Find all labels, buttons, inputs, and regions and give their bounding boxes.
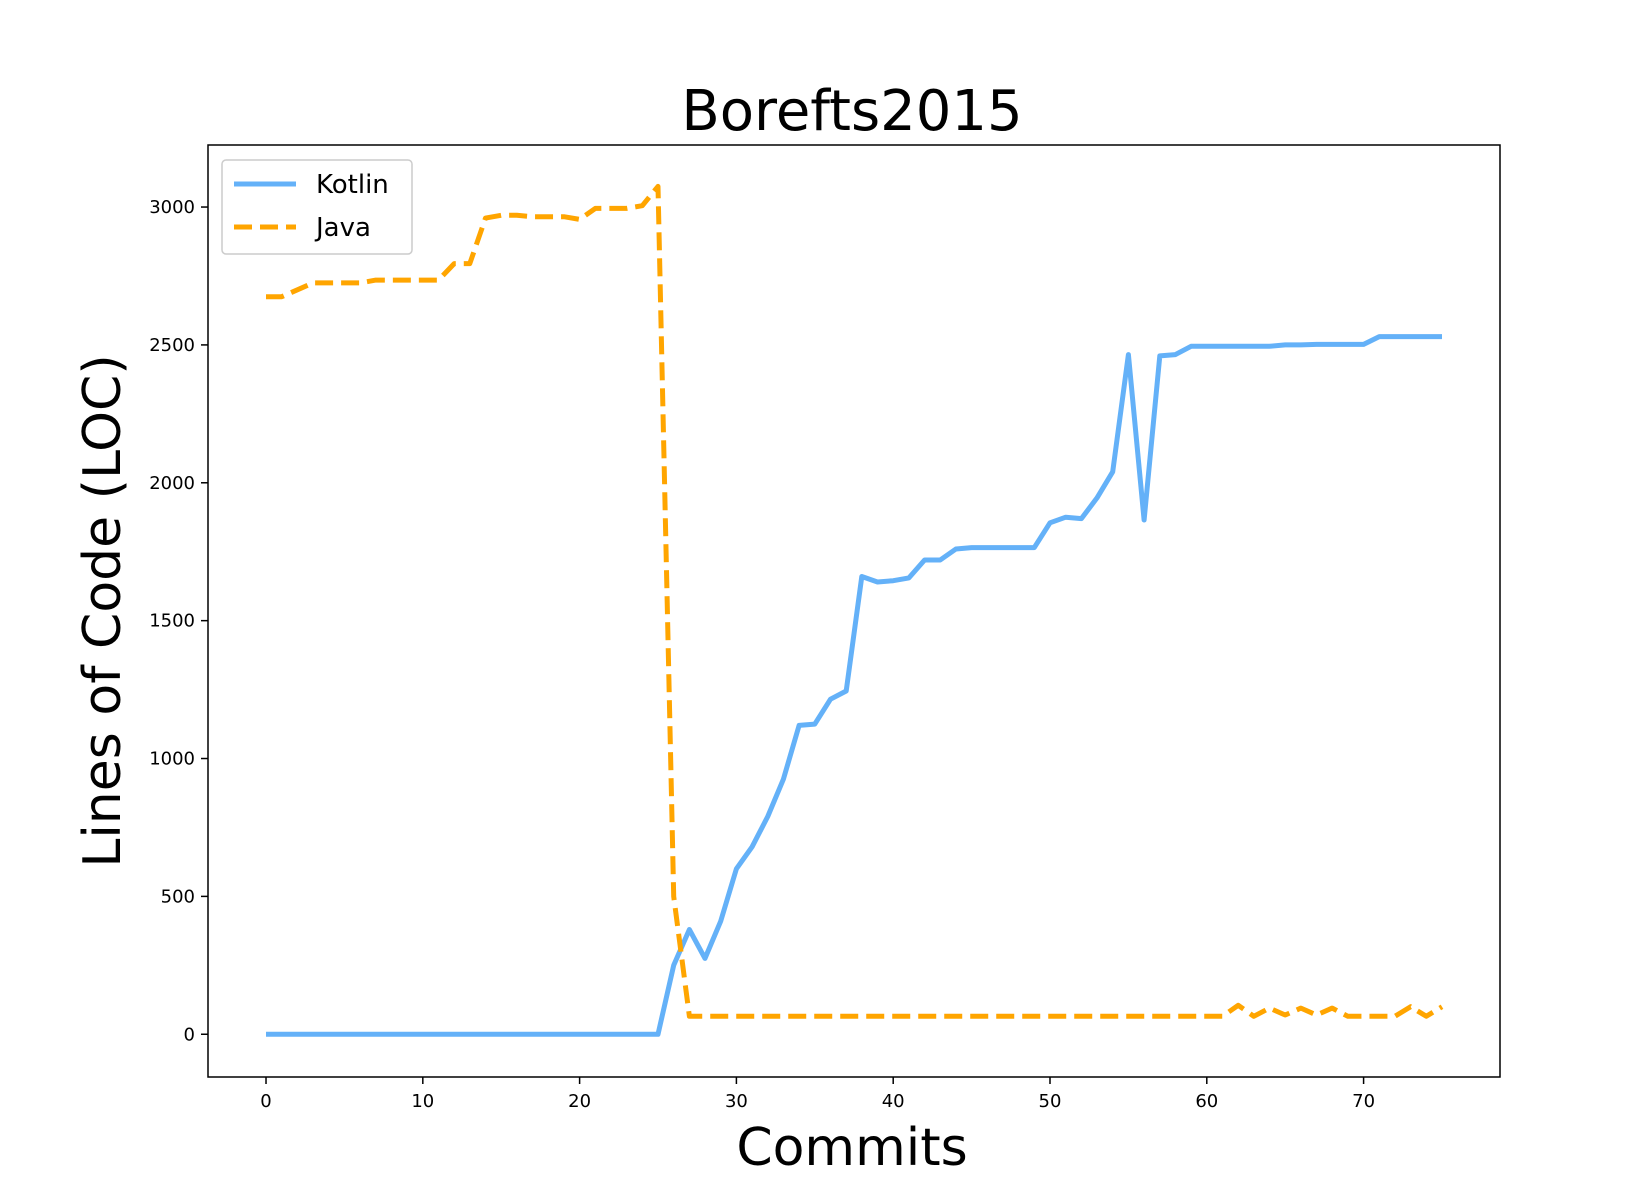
y-tick-label: 0 xyxy=(184,1024,195,1045)
x-tick-label: 20 xyxy=(568,1091,591,1112)
y-tick-label: 1500 xyxy=(149,611,195,632)
plot-frame xyxy=(207,144,1501,1078)
legend-label-java: Java xyxy=(314,213,371,243)
y-tick-label: 2500 xyxy=(149,335,195,356)
x-tick-label: 40 xyxy=(882,1091,905,1112)
chart-title: Borefts2015 xyxy=(681,79,1022,144)
series-line-java xyxy=(266,183,1444,1019)
x-tick-label: 10 xyxy=(411,1091,434,1112)
x-axis: 0 10 20 30 40 50 60 70 xyxy=(260,1077,1375,1112)
plot-area xyxy=(266,183,1444,1037)
x-tick-label: 50 xyxy=(1039,1091,1062,1112)
y-tick-label: 3000 xyxy=(149,197,195,218)
y-axis-label: Lines of Code (LOC) xyxy=(73,354,133,867)
legend-label-kotlin: Kotlin xyxy=(316,170,389,200)
y-tick-label: 1000 xyxy=(149,749,195,770)
series-line-kotlin xyxy=(266,334,1442,1037)
x-tick-label: 60 xyxy=(1195,1091,1218,1112)
x-axis-label: Commits xyxy=(736,1118,967,1178)
x-tick-label: 30 xyxy=(725,1091,748,1112)
y-tick-label: 500 xyxy=(161,886,195,907)
y-axis: 0 500 1000 1500 2000 2500 3000 xyxy=(149,197,208,1045)
legend: Kotlin Java xyxy=(221,159,413,255)
x-tick-label: 0 xyxy=(260,1091,271,1112)
y-tick-label: 2000 xyxy=(149,473,195,494)
x-tick-label: 70 xyxy=(1352,1091,1375,1112)
